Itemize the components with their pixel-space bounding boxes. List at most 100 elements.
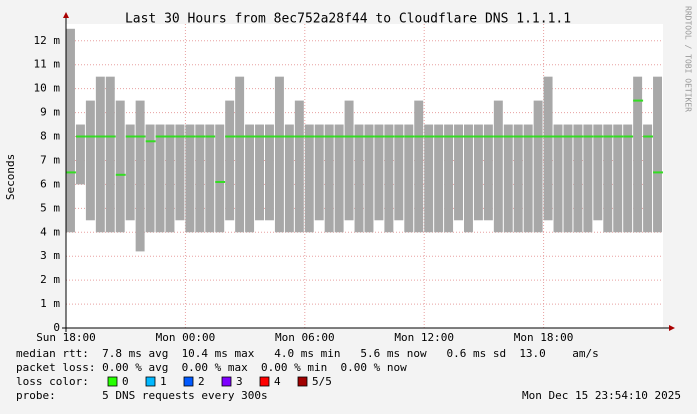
smoke — [265, 124, 274, 221]
smoke — [553, 124, 563, 233]
smoke — [454, 124, 463, 221]
smoke — [175, 124, 185, 221]
axis-arrow — [63, 12, 69, 18]
loss-swatch — [107, 376, 118, 387]
y-tick-label: 1 m — [40, 297, 60, 310]
smoke — [543, 76, 553, 221]
loss-swatch-label: 5/5 — [312, 375, 332, 388]
chart-title: Last 30 Hours from 8ec752a28f44 to Cloud… — [125, 12, 571, 27]
timestamp: Mon Dec 15 23:54:10 2025 — [522, 389, 681, 402]
loss-label: loss color: — [16, 375, 89, 388]
loss-swatch-label: 1 — [160, 375, 167, 388]
smoke — [185, 124, 195, 233]
y-tick-label: 0 — [53, 321, 60, 334]
smoke — [503, 124, 513, 233]
smoke — [195, 124, 205, 233]
y-tick-label: 5 m — [40, 201, 60, 214]
y-tick-label: 8 m — [40, 130, 60, 143]
loss-swatch-label: 2 — [198, 375, 205, 388]
x-tick-label: Sun 18:00 — [36, 331, 96, 344]
smoke — [205, 124, 215, 233]
smoke — [513, 124, 523, 233]
loss-swatch-label: 0 — [122, 375, 129, 388]
smoke — [364, 124, 374, 233]
smoke — [434, 124, 444, 233]
smoke — [593, 124, 603, 221]
smoke — [255, 124, 264, 221]
smoke — [135, 100, 145, 252]
x-tick-label: Mon 00:00 — [156, 331, 216, 344]
x-tick-label: Mon 06:00 — [275, 331, 335, 344]
loss-swatch-label: 3 — [236, 375, 243, 388]
smoke — [334, 124, 344, 233]
smoke — [414, 100, 424, 233]
y-tick-label: 12 m — [34, 34, 61, 47]
smoke — [444, 124, 454, 233]
smoke — [573, 124, 583, 233]
stat-row: packet loss: 0.00 % avg 0.00 % max 0.00 … — [16, 361, 407, 374]
smoke — [424, 124, 434, 233]
smoke — [314, 124, 324, 221]
smoke — [344, 100, 354, 221]
smoke — [165, 124, 175, 233]
smoke — [145, 124, 155, 233]
smoke — [354, 124, 364, 233]
y-tick-label: 7 m — [40, 153, 60, 166]
smoke — [623, 124, 633, 233]
smoke — [225, 100, 235, 221]
smoke — [294, 100, 304, 233]
smoke — [374, 124, 384, 221]
smoke — [493, 100, 503, 233]
smoke — [155, 124, 165, 233]
y-tick-label: 9 m — [40, 106, 60, 119]
smoke — [533, 100, 543, 233]
y-axis-label: Seconds — [4, 154, 17, 200]
loss-swatch — [297, 376, 308, 387]
y-tick-label: 10 m — [34, 82, 61, 95]
loss-swatch — [259, 376, 270, 387]
loss-swatch-label: 4 — [274, 375, 281, 388]
smoke — [483, 124, 493, 221]
smoke — [464, 124, 473, 233]
y-tick-label: 11 m — [34, 58, 61, 71]
y-tick-label: 3 m — [40, 249, 60, 262]
smoke — [613, 124, 623, 233]
smoke — [304, 124, 314, 233]
axis-arrow — [669, 325, 675, 331]
smoke — [643, 124, 653, 233]
smoke — [324, 124, 334, 233]
smoke — [583, 124, 593, 233]
smoke — [125, 124, 135, 221]
y-tick-label: 6 m — [40, 177, 60, 190]
smoke — [523, 124, 533, 233]
smoke — [563, 124, 573, 233]
smoke — [95, 76, 105, 233]
smoke — [66, 28, 75, 233]
loss-swatch — [221, 376, 232, 387]
smoke — [105, 76, 115, 233]
y-tick-label: 2 m — [40, 273, 60, 286]
stat-row: median rtt: 7.8 ms avg 10.4 ms max 4.0 m… — [16, 347, 599, 360]
smoke — [284, 124, 294, 233]
smoke — [404, 124, 414, 233]
smoke — [274, 76, 284, 233]
smoke — [75, 124, 85, 185]
loss-swatch — [145, 376, 156, 387]
smoke — [115, 100, 125, 233]
smoke — [384, 124, 394, 233]
smoke — [235, 76, 245, 233]
smoke — [473, 124, 483, 221]
smoke — [85, 100, 95, 221]
probe-info: probe: 5 DNS requests every 300s — [16, 389, 268, 402]
side-text: RRDTOOL / TOBI OETIKER — [684, 6, 693, 112]
smoke — [603, 124, 613, 233]
smoke — [394, 124, 404, 221]
smoke — [245, 124, 255, 233]
loss-swatch — [183, 376, 194, 387]
smoke — [653, 76, 662, 233]
x-tick-label: Mon 12:00 — [394, 331, 454, 344]
y-tick-label: 4 m — [40, 225, 60, 238]
smoke — [633, 76, 643, 233]
